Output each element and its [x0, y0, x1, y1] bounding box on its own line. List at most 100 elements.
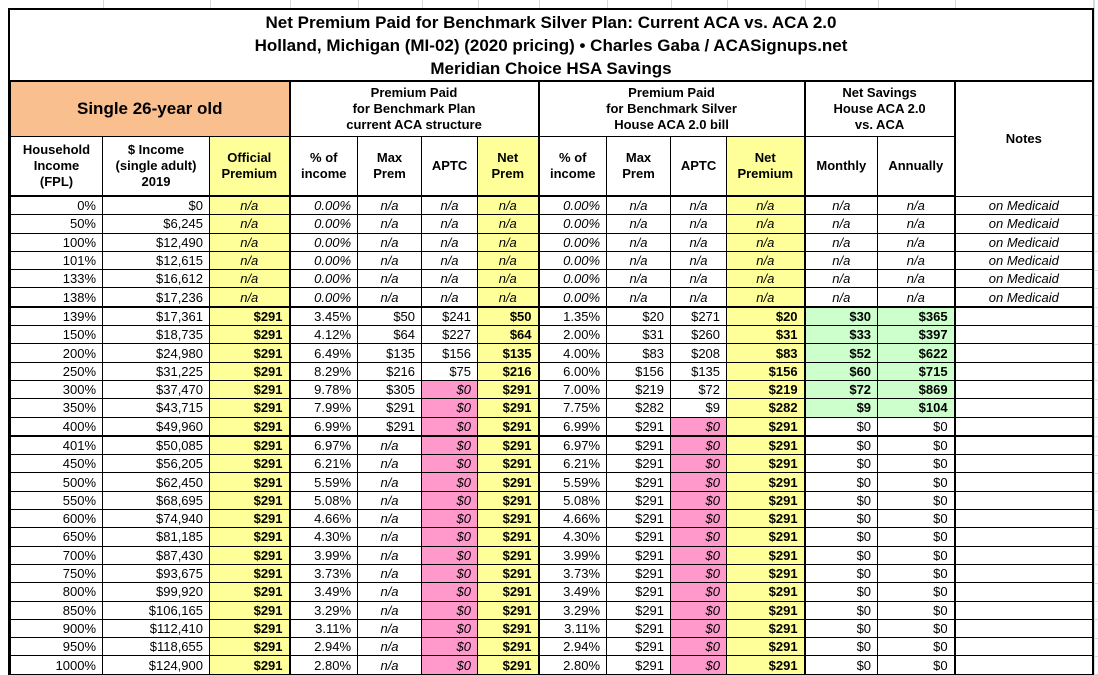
cell-fpl: 101%	[10, 250, 103, 271]
cell-aca-max: n/a	[357, 600, 423, 620]
cell-aca-net: $50	[477, 305, 540, 327]
background-gridline	[421, 0, 423, 8]
cell-aca2-aptc: n/a	[670, 232, 728, 252]
cell-aca-max: $135	[357, 343, 423, 363]
cell-notes	[954, 545, 1094, 565]
cell-aca2-net: $291	[726, 563, 806, 584]
cell-notes: on Medicaid	[954, 232, 1094, 252]
table-row: 500% $62,450 $291 5.59% n/a $0 $291 5.59% $291 $0…	[10, 472, 1094, 492]
cell-income: $37,470	[102, 379, 210, 400]
col-header-aca-pct-income: % of income	[289, 136, 359, 197]
cell-notes: on Medicaid	[954, 250, 1094, 271]
cell-aca-aptc: n/a	[421, 269, 479, 289]
cell-official: n/a	[208, 250, 291, 271]
cell-aca-aptc: $0	[421, 655, 479, 675]
cell-aca2-max: n/a	[606, 214, 672, 234]
cell-aca-max: n/a	[357, 490, 423, 511]
cell-annually: $397	[877, 325, 956, 345]
cell-aca2-net: $156	[726, 361, 806, 381]
cell-fpl: 138%	[10, 287, 103, 308]
cell-aca2-max: $291	[606, 655, 672, 675]
cell-aca2-pct: 0.00%	[538, 195, 608, 216]
cell-aca-net: $291	[477, 563, 540, 584]
cell-aca2-pct: 6.00%	[538, 361, 608, 381]
cell-aca2-aptc: $271	[670, 305, 728, 327]
cell-notes	[954, 434, 1094, 456]
cell-aca-net: n/a	[477, 195, 540, 216]
col-header-aca2-net-premium: Net Premium	[726, 136, 806, 197]
cell-aca-net: $216	[477, 361, 540, 381]
cell-fpl: 100%	[10, 232, 103, 252]
background-gridline	[1095, 214, 1098, 216]
cell-aca2-pct: 2.94%	[538, 637, 608, 657]
cell-aca-max: n/a	[357, 527, 423, 547]
cell-income: $49,960	[102, 416, 210, 437]
cell-fpl: 750%	[10, 563, 103, 584]
cell-monthly: $52	[804, 343, 879, 363]
cell-income: $99,920	[102, 582, 210, 602]
cell-monthly: $0	[804, 509, 879, 529]
cell-aca2-net: $20	[726, 305, 806, 327]
cell-aca2-max: n/a	[606, 287, 672, 308]
cell-official: $291	[208, 416, 291, 437]
cell-aca2-net: $31	[726, 325, 806, 345]
cell-fpl: 133%	[10, 269, 103, 289]
cell-aca2-max: $156	[606, 361, 672, 381]
cell-official: n/a	[208, 287, 291, 308]
cell-annually: $0	[877, 416, 956, 437]
cell-income: $43,715	[102, 398, 210, 418]
cell-fpl: 650%	[10, 527, 103, 547]
cell-aca-aptc: $0	[421, 472, 479, 492]
cell-aca2-net: n/a	[726, 232, 806, 252]
cell-annually: $0	[877, 434, 956, 456]
cell-aca2-net: $219	[726, 379, 806, 400]
cell-annually: n/a	[877, 232, 956, 252]
cell-aca-pct: 0.00%	[289, 269, 359, 289]
cell-annually: $0	[877, 655, 956, 675]
cell-aca-net: $291	[477, 416, 540, 437]
cell-aca2-net: n/a	[726, 269, 806, 289]
background-gridline	[1095, 287, 1098, 289]
cell-aca2-max: $291	[606, 527, 672, 547]
cell-aca2-pct: 2.80%	[538, 655, 608, 675]
cell-annually: $715	[877, 361, 956, 381]
cell-income: $17,361	[102, 305, 210, 327]
cell-notes	[954, 305, 1094, 327]
cell-notes	[954, 379, 1094, 400]
cell-income: $12,490	[102, 232, 210, 252]
cell-annually: n/a	[877, 250, 956, 271]
cell-aca-max: n/a	[357, 545, 423, 565]
cell-aca2-net: n/a	[726, 214, 806, 234]
background-gridline	[1095, 398, 1098, 400]
cell-monthly: $33	[804, 325, 879, 345]
cell-aca2-max: $219	[606, 379, 672, 400]
cell-fpl: 350%	[10, 398, 103, 418]
cell-aca-pct: 4.66%	[289, 509, 359, 529]
cell-aca-net: n/a	[477, 287, 540, 308]
background-gridline	[102, 0, 104, 8]
cell-official: $291	[208, 509, 291, 529]
cell-annually: $0	[877, 563, 956, 584]
cell-aca-aptc: $0	[421, 490, 479, 511]
cell-income: $50,085	[102, 434, 210, 456]
cell-monthly: $0	[804, 416, 879, 437]
cell-annually: $0	[877, 637, 956, 657]
cell-aca2-pct: 6.99%	[538, 416, 608, 437]
cell-official: $291	[208, 454, 291, 474]
col-header-aca2-max-prem: Max Prem	[606, 136, 672, 197]
cell-aca2-pct: 2.00%	[538, 325, 608, 345]
cell-notes	[954, 472, 1094, 492]
cell-aca-aptc: $0	[421, 637, 479, 657]
cell-aca2-pct: 3.11%	[538, 618, 608, 639]
cell-annually: n/a	[877, 269, 956, 289]
cell-notes	[954, 454, 1094, 474]
table-row: 0% $0 n/a 0.00% n/a n/a n/a 0.00% n/a n/a n/a n/a n/…	[10, 195, 1094, 216]
cell-aca2-net: $291	[726, 472, 806, 492]
cell-monthly: $0	[804, 472, 879, 492]
header-group-current-aca: Premium Paid for Benchmark Plan current …	[289, 81, 540, 137]
cell-aca2-aptc: $135	[670, 361, 728, 381]
cell-aca-aptc: n/a	[421, 195, 479, 216]
background-gridline	[1095, 601, 1098, 603]
background-gridline	[1095, 564, 1098, 566]
